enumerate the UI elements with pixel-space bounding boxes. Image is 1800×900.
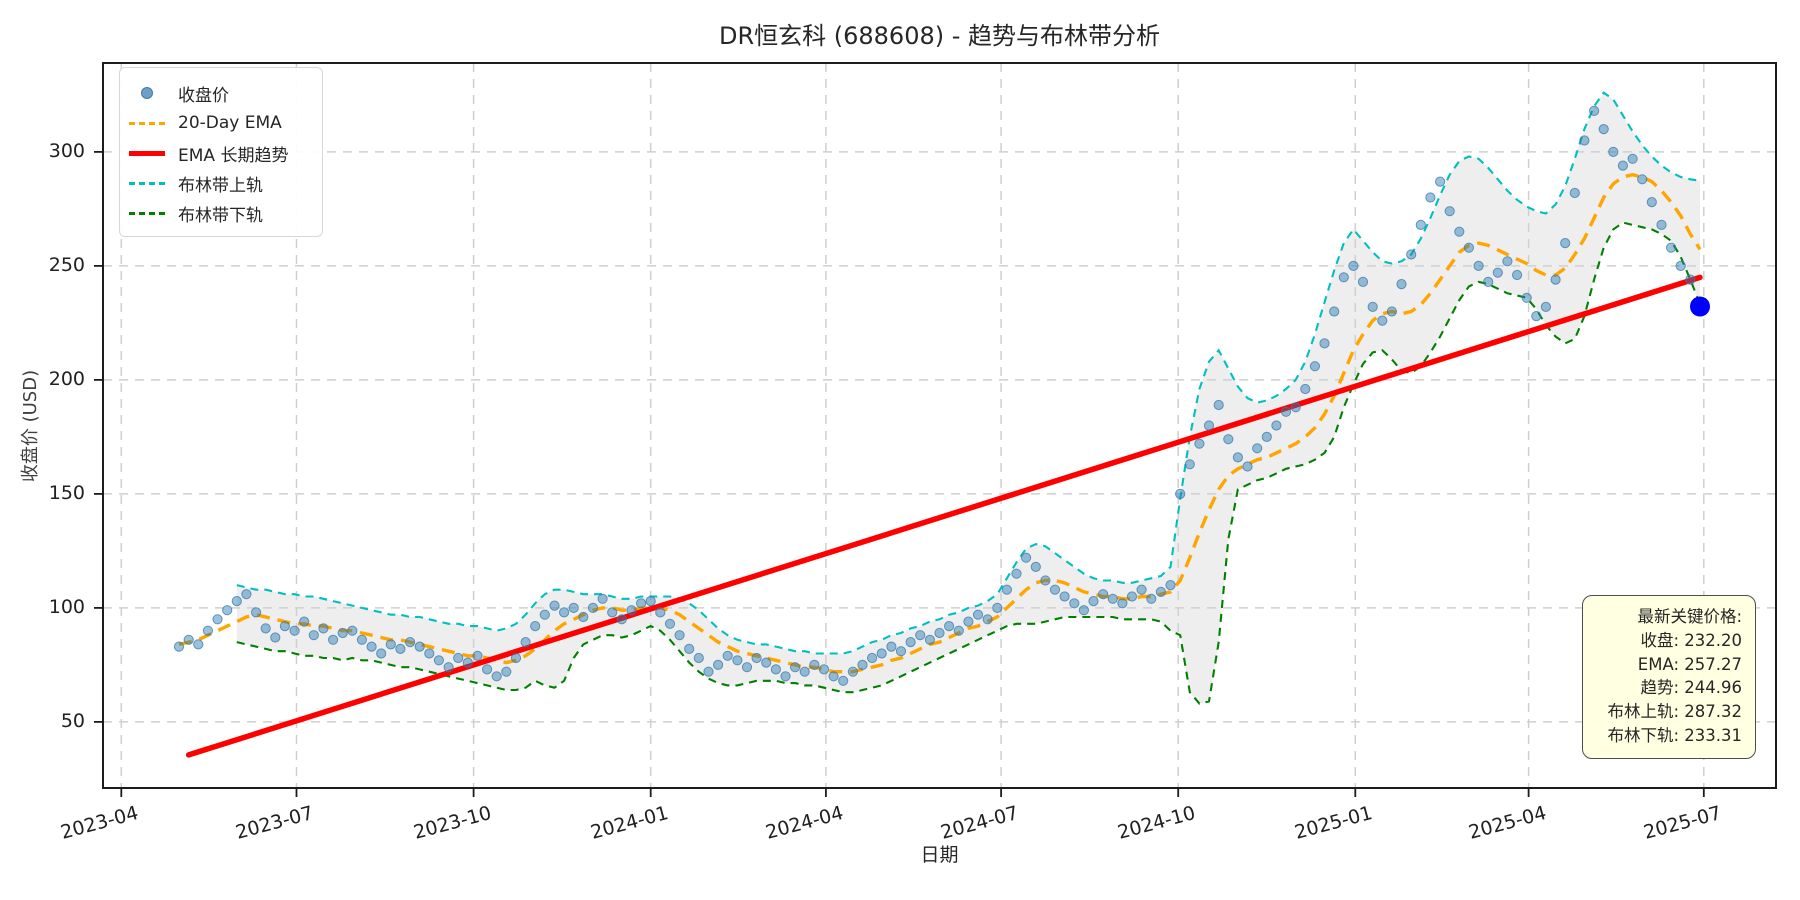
- dashed-line-icon: [126, 181, 168, 185]
- legend-item-close: 收盘价: [126, 78, 314, 108]
- trend-line: [185, 274, 1703, 758]
- bollinger-fill: [236, 92, 1700, 704]
- grid-lines: [103, 63, 1776, 788]
- annotation-trend: 趋势: 244.96: [1640, 678, 1742, 698]
- y-tick-label: 300: [48, 139, 85, 162]
- y-tick-label: 200: [48, 367, 85, 390]
- legend-label: 布林带上轨: [178, 175, 263, 196]
- annotation-box: 最新关键价格: 收盘: 232.20 EMA: 257.27 趋势: 244.9…: [1582, 595, 1756, 759]
- ema-line: [178, 172, 1702, 674]
- legend-item-trend: EMA 长期趋势: [126, 138, 314, 168]
- y-tick-marks: [94, 150, 103, 723]
- annotation-close: 收盘: 232.20: [1640, 630, 1742, 650]
- legend-item-ema: 20-Day EMA: [126, 108, 314, 138]
- lower-band-line: [236, 221, 1701, 705]
- y-tick-label: 50: [60, 709, 85, 732]
- solid-line-icon: [126, 150, 168, 156]
- axes-frame: [102, 62, 1777, 789]
- legend-label: EMA 长期趋势: [178, 145, 289, 166]
- legend: 收盘价 20-Day EMA EMA 长期趋势 布林带上轨 布林带下轨: [119, 67, 323, 237]
- annotation-lower: 布林下轨: 233.31: [1607, 725, 1742, 745]
- annotation-ema: EMA: 257.27: [1637, 654, 1742, 674]
- dashed-line-icon: [126, 121, 168, 125]
- annotation-title: 最新关键价格:: [1637, 607, 1742, 626]
- legend-item-lower-band: 布林带下轨: [126, 198, 314, 228]
- legend-label: 20-Day EMA: [178, 113, 282, 133]
- chart-title: DR恒玄科 (688608) - 趋势与布林带分析: [718, 22, 1161, 50]
- legend-label: 布林带下轨: [178, 205, 263, 226]
- y-tick-label: 100: [48, 595, 85, 618]
- latest-point: [1690, 296, 1710, 317]
- legend-label: 收盘价: [178, 85, 229, 106]
- legend-item-upper-band: 布林带上轨: [126, 168, 314, 198]
- close-scatter: [173, 105, 1706, 686]
- y-tick-label: 150: [48, 481, 85, 504]
- x-tick-marks: [120, 788, 1705, 797]
- dashed-line-icon: [126, 211, 168, 215]
- annotation-upper: 布林上轨: 287.32: [1607, 702, 1742, 722]
- x-axis-label: 日期: [920, 844, 959, 866]
- scatter-marker-icon: [126, 87, 168, 99]
- y-tick-label: 250: [48, 253, 85, 276]
- upper-band-line: [236, 91, 1701, 655]
